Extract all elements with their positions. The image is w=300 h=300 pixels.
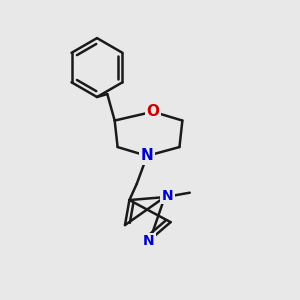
Text: N: N (162, 189, 173, 202)
Text: N: N (143, 234, 154, 248)
Text: O: O (146, 104, 159, 119)
Text: N: N (141, 148, 153, 164)
